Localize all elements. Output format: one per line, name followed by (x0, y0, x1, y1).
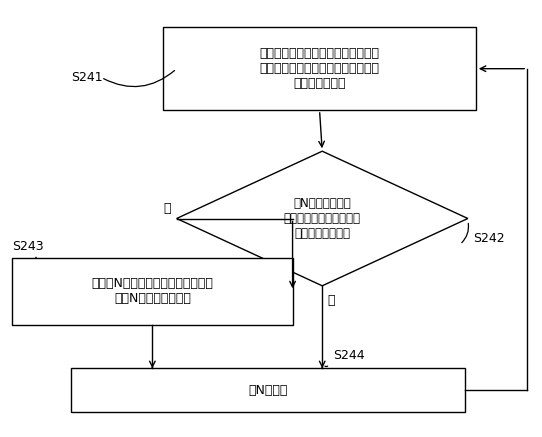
Text: 将所述存储区中的所有业务数据集按
照数据活跃度由小到大的顺序进行排
列得到排序序列: 将所述存储区中的所有业务数据集按 照数据活跃度由小到大的顺序进行排 列得到排序序… (260, 47, 379, 90)
Text: S242: S242 (473, 232, 505, 245)
Text: 前N个待压缩数据
的存储容量总和是否达到
所述存储溢出容量: 前N个待压缩数据 的存储容量总和是否达到 所述存储溢出容量 (283, 197, 361, 240)
Polygon shape (177, 151, 468, 286)
Text: S243: S243 (12, 240, 44, 253)
Text: 否: 否 (327, 295, 335, 308)
FancyBboxPatch shape (163, 28, 476, 110)
Text: S241: S241 (72, 71, 103, 84)
FancyBboxPatch shape (72, 368, 465, 412)
Text: 是: 是 (164, 202, 171, 215)
FancyBboxPatch shape (12, 257, 293, 325)
Text: 使N自加一: 使N自加一 (249, 384, 288, 396)
Text: S244: S244 (333, 349, 365, 362)
Text: 将对前N个待压缩数据进行特征提取
得到N个数据特征向量: 将对前N个待压缩数据进行特征提取 得到N个数据特征向量 (92, 277, 214, 305)
